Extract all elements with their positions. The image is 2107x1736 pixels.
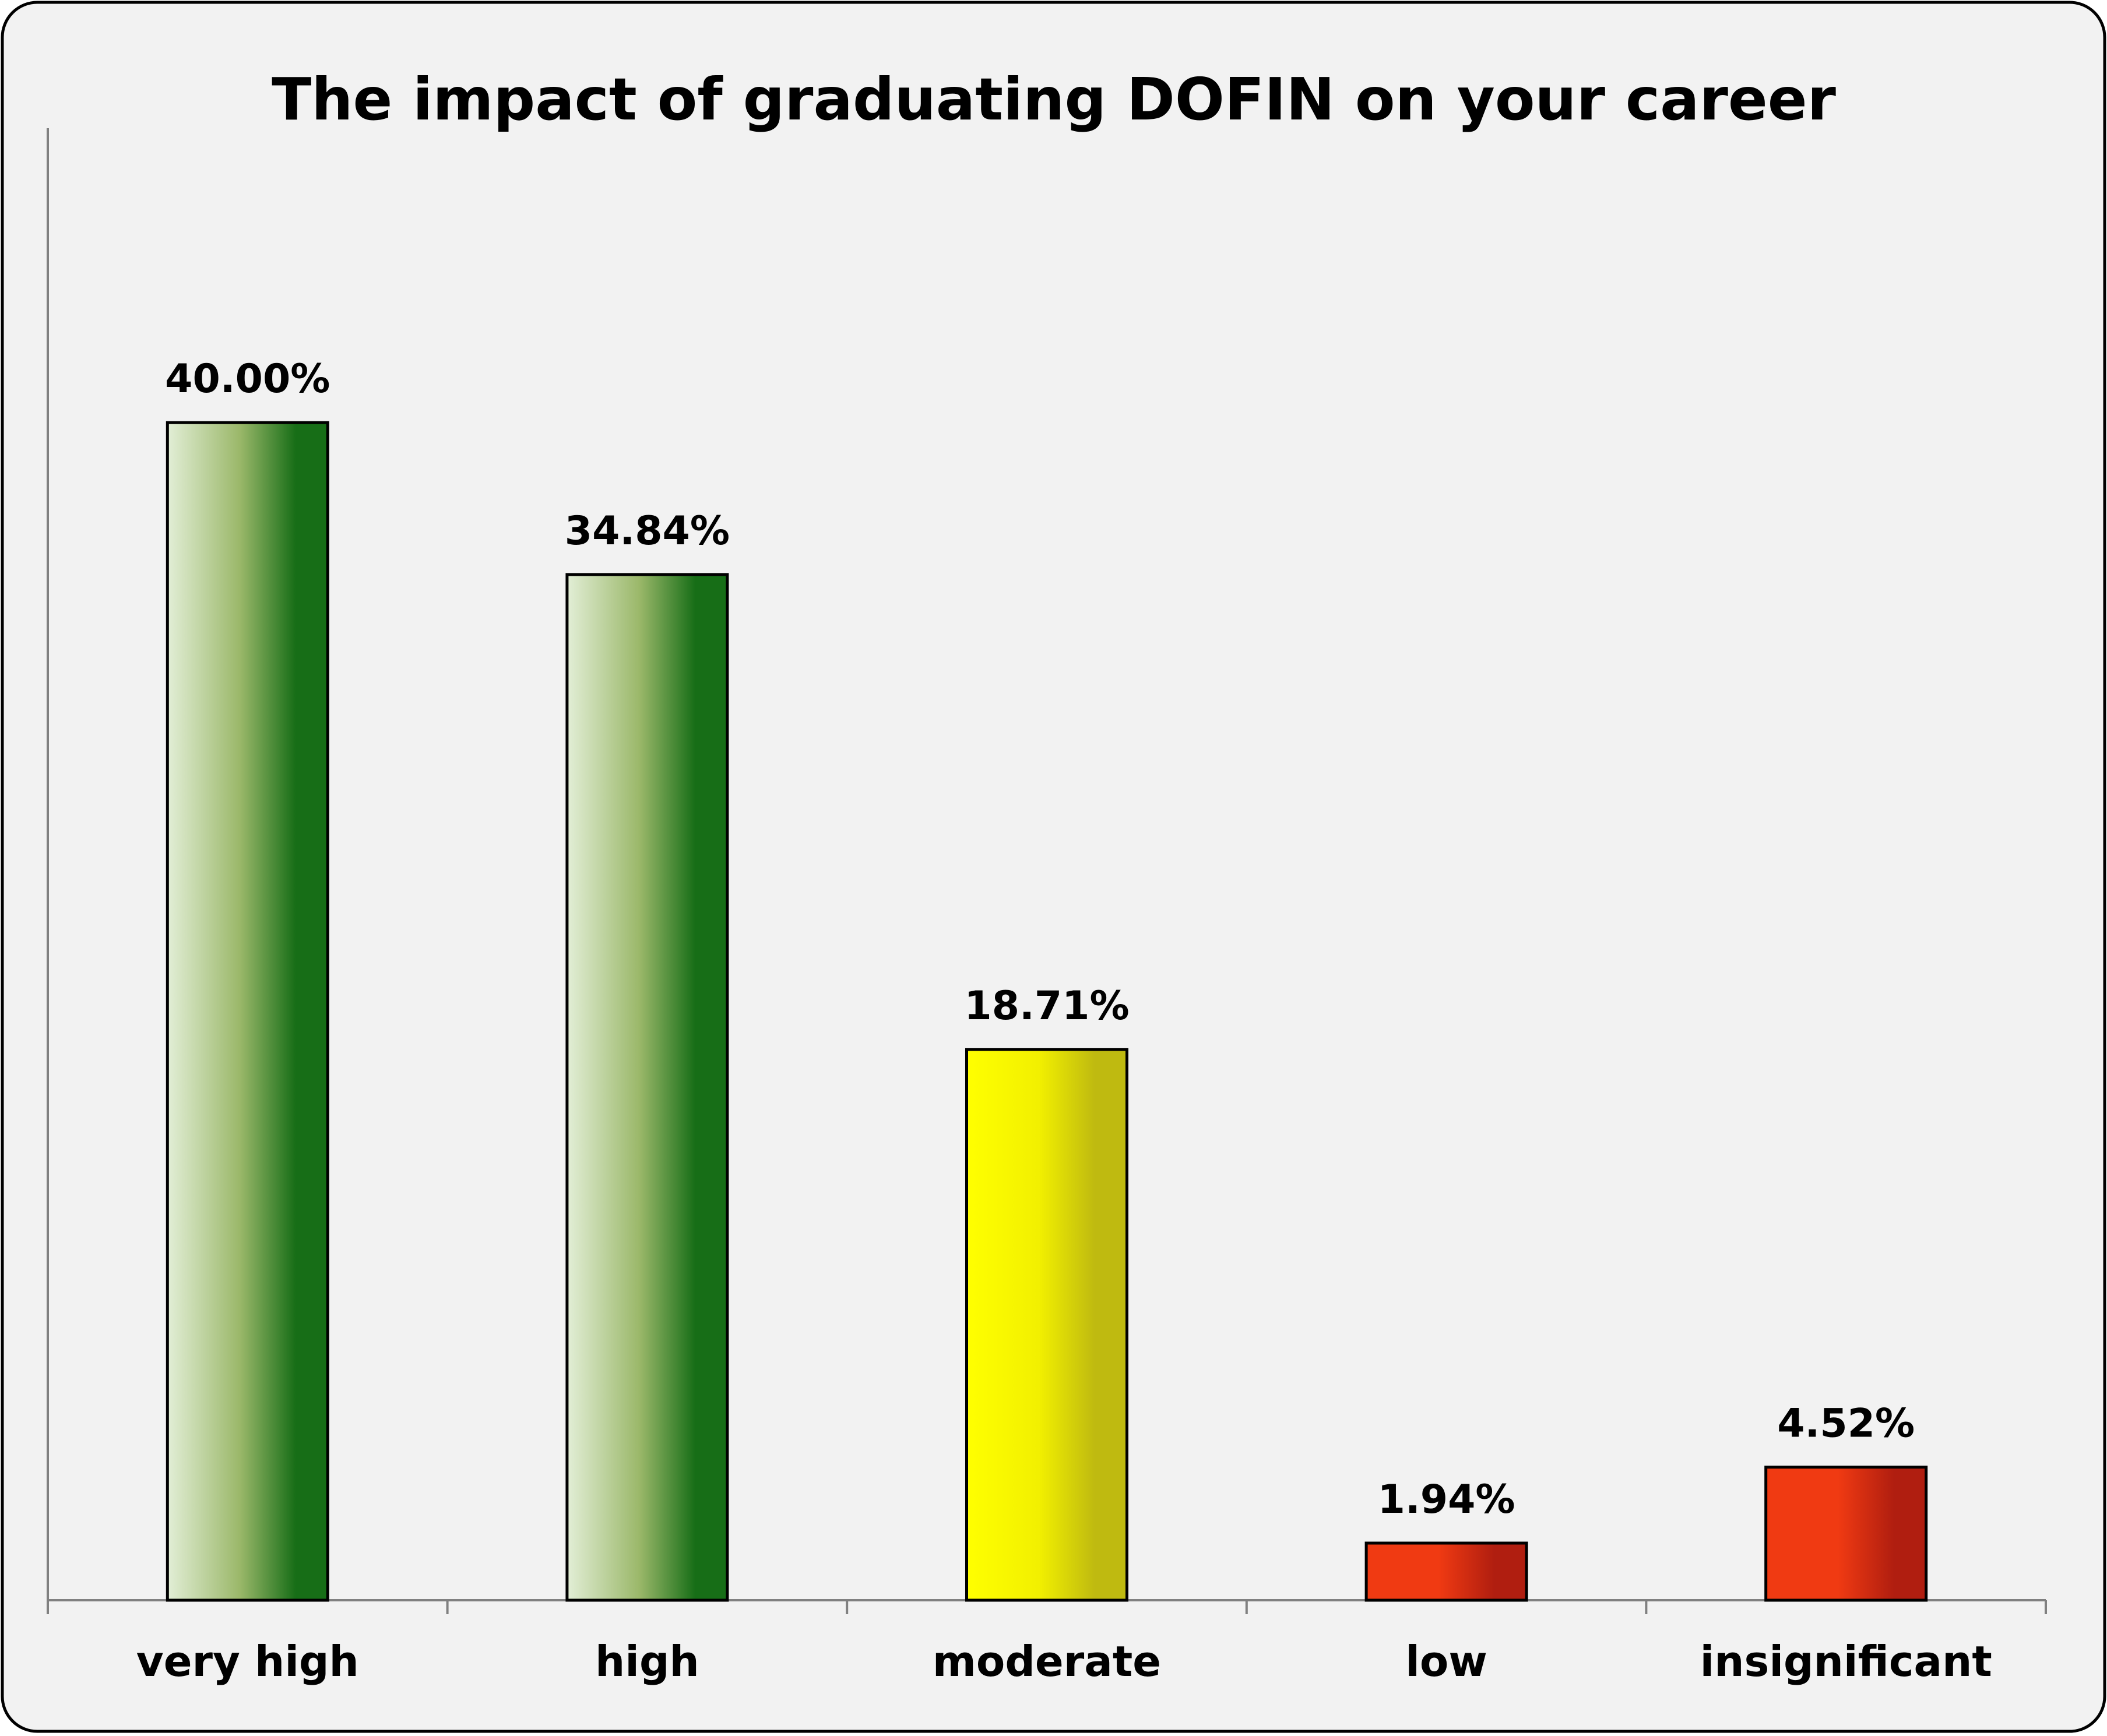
x-tick-label: low: [1405, 1637, 1487, 1686]
data-label: 18.71%: [964, 983, 1129, 1029]
x-tick-label: moderate: [933, 1637, 1161, 1686]
data-label: 4.52%: [1777, 1401, 1915, 1447]
bar-high: [565, 573, 729, 1602]
x-tick-label: high: [595, 1637, 699, 1686]
bar-very-high: [166, 421, 329, 1602]
bar-insignificant: [1764, 1466, 1928, 1602]
category-labels: very high high moderate low insignificant: [136, 1637, 1992, 1686]
data-label: 40.00%: [165, 356, 330, 402]
x-tick-label: insignificant: [1700, 1637, 1992, 1686]
bars: [166, 421, 1928, 1602]
data-label: 34.84%: [565, 508, 730, 554]
data-label: 1.94%: [1378, 1477, 1515, 1523]
x-tick-label: very high: [136, 1637, 359, 1686]
chart-title: The impact of graduating DOFIN on your c…: [272, 65, 1836, 133]
bar-low: [1364, 1541, 1528, 1602]
bar-moderate: [965, 1048, 1128, 1602]
value-labels: 40.00% 34.84% 18.71% 1.94% 4.52%: [165, 356, 1915, 1523]
